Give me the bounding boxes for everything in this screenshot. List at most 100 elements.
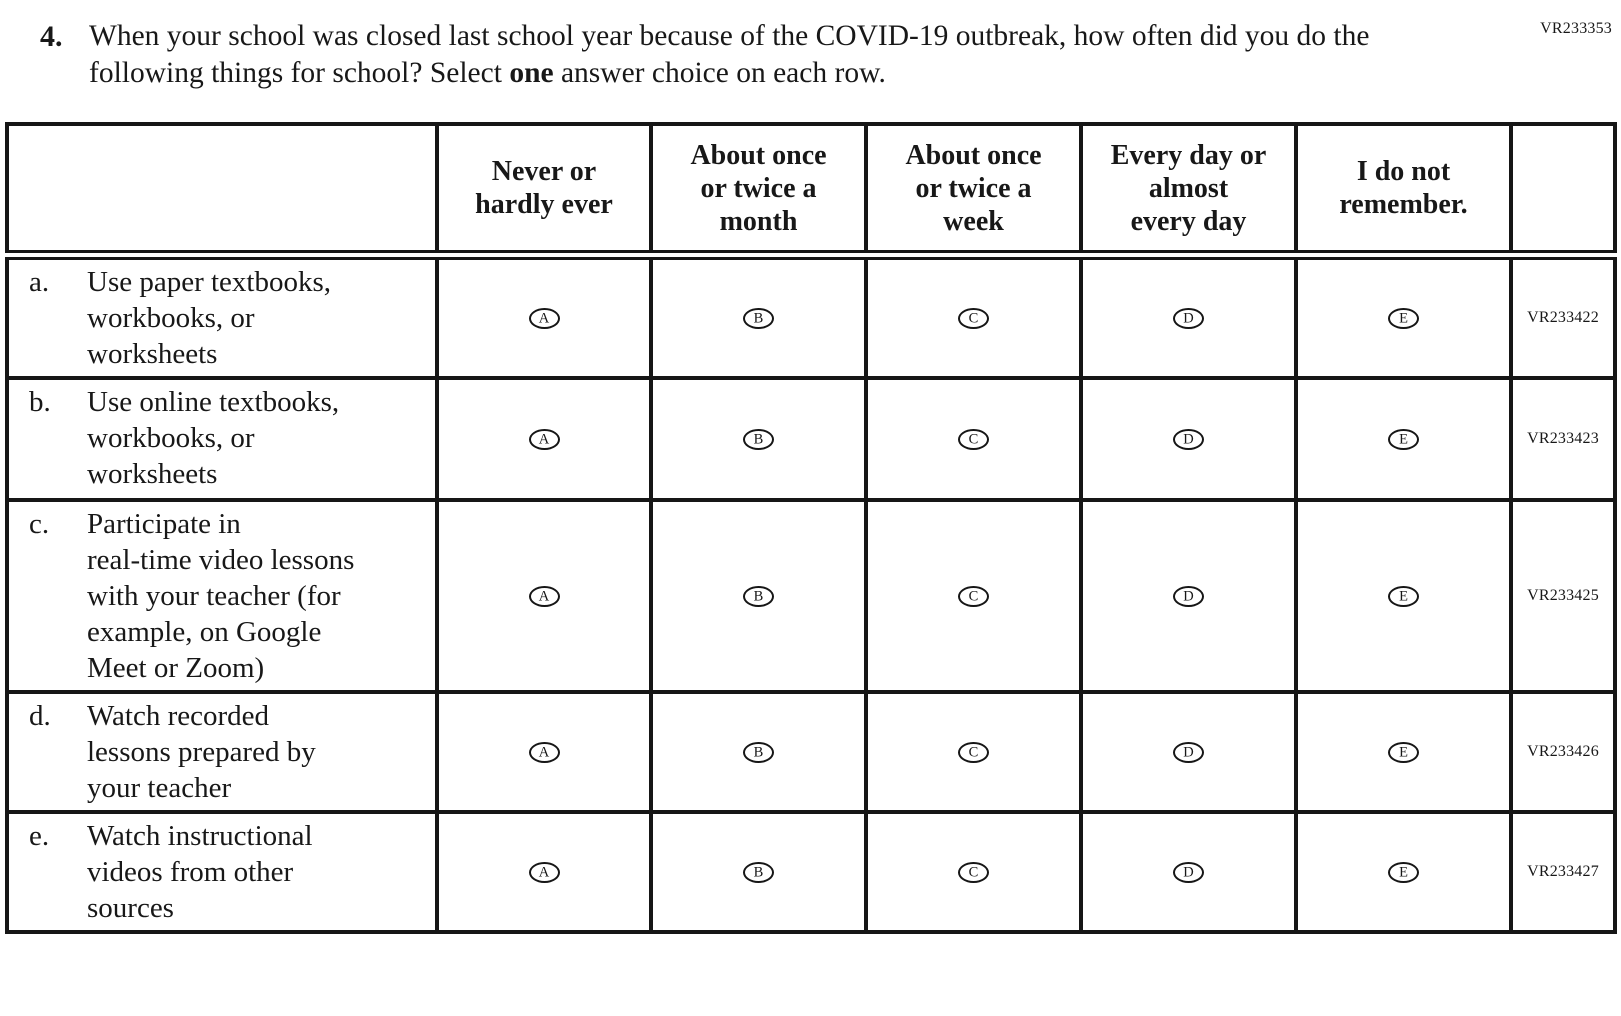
row-letter: a. — [29, 266, 50, 298]
row-label-cell: b. Use online textbooks, workbooks, or w… — [5, 376, 439, 502]
header-every-day: Every day or almost every day — [1079, 122, 1298, 260]
answer-cell: A — [435, 498, 653, 694]
answer-bubble-c[interactable]: C — [958, 585, 989, 607]
answer-bubble-b[interactable]: B — [743, 741, 774, 763]
answer-cell: D — [1079, 253, 1298, 380]
question-text: When your school was closed last school … — [89, 18, 1374, 92]
bubble-letter: E — [1399, 588, 1408, 605]
answer-bubble-a[interactable]: A — [528, 741, 560, 763]
bubble-letter: C — [968, 588, 979, 605]
answer-cell: D — [1079, 810, 1298, 934]
row-label-cell: c. Participate in real-time video lesson… — [5, 498, 439, 694]
bubble-letter: A — [538, 310, 550, 327]
bubble-letter: D — [1183, 431, 1194, 448]
row-label-text: Participate in real-time video lessons w… — [87, 508, 355, 684]
row-code: VR233427 — [1509, 810, 1617, 934]
answer-bubble-e[interactable]: E — [1388, 307, 1419, 329]
table-row-e: e. Watch instructional videos from other… — [5, 810, 1617, 934]
question-text-after: answer choice on each row. — [553, 57, 886, 89]
bubble-letter: D — [1183, 310, 1194, 327]
answer-cell: D — [1079, 376, 1298, 502]
row-letter: d. — [29, 700, 51, 732]
header-do-not-remember: I do not remember. — [1294, 122, 1513, 260]
answer-bubble-c[interactable]: C — [958, 428, 989, 450]
row-code: VR233425 — [1509, 498, 1617, 694]
header-never: Never or hardly ever — [435, 122, 653, 260]
row-label-text: Watch recorded lessons prepared by your … — [87, 700, 316, 804]
answer-cell: A — [435, 810, 653, 934]
bubble-letter: C — [968, 310, 979, 327]
answer-bubble-c[interactable]: C — [958, 741, 989, 763]
bubble-letter: B — [753, 431, 764, 448]
bubble-letter: A — [538, 588, 550, 605]
row-label-cell: e. Watch instructional videos from other… — [5, 810, 439, 934]
answer-bubble-d[interactable]: D — [1173, 741, 1204, 763]
answer-cell: D — [1079, 498, 1298, 694]
answer-bubble-c[interactable]: C — [958, 307, 989, 329]
answer-bubble-e[interactable]: E — [1388, 741, 1419, 763]
row-letter: b. — [29, 386, 51, 418]
answer-cell: C — [864, 253, 1083, 380]
header-once-twice-month: About once or twice a month — [649, 122, 868, 260]
answer-cell: E — [1294, 690, 1513, 814]
answer-cell: E — [1294, 253, 1513, 380]
answer-cell: D — [1079, 690, 1298, 814]
question-block: 4. When your school was closed last scho… — [40, 18, 1621, 92]
answer-cell: B — [649, 810, 868, 934]
answer-cell: E — [1294, 376, 1513, 502]
answer-cell: B — [649, 498, 868, 694]
answer-bubble-a[interactable]: A — [528, 585, 560, 607]
bubble-letter: A — [538, 431, 550, 448]
row-label-text: Use paper textbooks, workbooks, or works… — [87, 266, 332, 370]
answer-bubble-e[interactable]: E — [1388, 861, 1419, 883]
bubble-letter: C — [968, 431, 979, 448]
answer-cell: B — [649, 690, 868, 814]
bubble-letter: C — [968, 864, 979, 881]
bubble-letter: B — [753, 744, 764, 761]
form-code: VR233353 — [1540, 20, 1612, 37]
table-row-a: a. Use paper textbooks, workbooks, or wo… — [5, 253, 1617, 380]
row-code: VR233422 — [1509, 253, 1617, 380]
answer-cell: E — [1294, 498, 1513, 694]
answer-cell: C — [864, 810, 1083, 934]
bubble-letter: A — [538, 744, 550, 761]
answer-bubble-b[interactable]: B — [743, 428, 774, 450]
row-label-text: Watch instructional videos from other so… — [87, 820, 313, 924]
answer-bubble-d[interactable]: D — [1173, 861, 1204, 883]
answer-bubble-a[interactable]: A — [528, 428, 560, 450]
question-text-before: When your school was closed last school … — [89, 20, 1370, 89]
answer-bubble-b[interactable]: B — [743, 861, 774, 883]
bubble-letter: E — [1399, 310, 1408, 327]
bubble-letter: C — [968, 744, 979, 761]
bubble-letter: D — [1183, 588, 1194, 605]
header-once-twice-week: About once or twice a week — [864, 122, 1083, 260]
answer-bubble-b[interactable]: B — [743, 585, 774, 607]
bubble-letter: E — [1399, 744, 1408, 761]
row-label-cell: a. Use paper textbooks, workbooks, or wo… — [5, 253, 439, 380]
answer-matrix-table: Never or hardly ever About once or twice… — [5, 122, 1617, 934]
answer-cell: C — [864, 690, 1083, 814]
answer-bubble-c[interactable]: C — [958, 861, 989, 883]
bubble-letter: B — [753, 588, 764, 605]
table-row-b: b. Use online textbooks, workbooks, or w… — [5, 376, 1617, 502]
question-text-bold: one — [509, 57, 554, 89]
answer-cell: B — [649, 253, 868, 380]
row-letter: c. — [29, 508, 50, 540]
bubble-letter: B — [753, 864, 764, 881]
answer-bubble-e[interactable]: E — [1388, 585, 1419, 607]
answer-cell: A — [435, 253, 653, 380]
header-row: Never or hardly ever About once or twice… — [5, 122, 1617, 260]
answer-bubble-a[interactable]: A — [528, 861, 560, 883]
header-empty-code — [1509, 122, 1617, 260]
answer-bubble-d[interactable]: D — [1173, 585, 1204, 607]
answer-bubble-b[interactable]: B — [743, 307, 774, 329]
table-row-d: d. Watch recorded lessons prepared by yo… — [5, 690, 1617, 814]
answer-bubble-e[interactable]: E — [1388, 428, 1419, 450]
bubble-letter: E — [1399, 864, 1408, 881]
answer-bubble-a[interactable]: A — [528, 307, 560, 329]
answer-bubble-d[interactable]: D — [1173, 307, 1204, 329]
answer-cell: A — [435, 376, 653, 502]
answer-cell: C — [864, 498, 1083, 694]
answer-cell: B — [649, 376, 868, 502]
answer-bubble-d[interactable]: D — [1173, 428, 1204, 450]
